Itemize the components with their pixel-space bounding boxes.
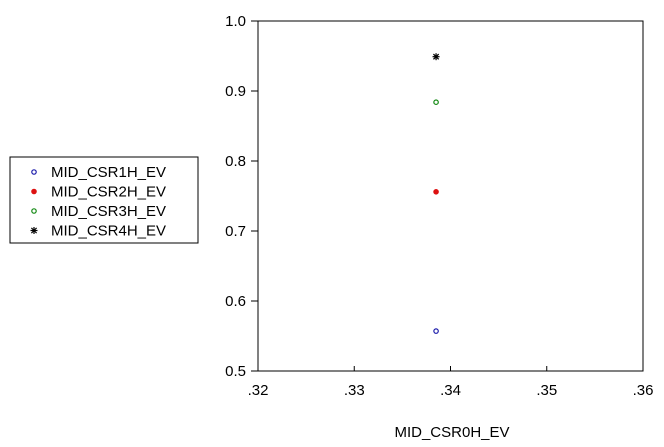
legend: MID_CSR1H_EV MID_CSR2H_EV MID_CSR3H_EV MID_…	[9, 156, 199, 244]
legend-label: MID_CSR3H_EV	[51, 203, 166, 220]
y-tick-label: 0.8	[225, 153, 246, 170]
x-axis: .32 .33 .34 .35 .36	[248, 366, 654, 399]
y-tick-label: 0.9	[225, 83, 246, 100]
plot-frame	[257, 20, 644, 372]
legend-marker	[31, 208, 37, 214]
y-tick-label: 0.6	[225, 293, 246, 310]
y-tick-label: 0.7	[225, 223, 246, 240]
data-point	[433, 328, 439, 334]
y-tick-label: 0.5	[225, 363, 246, 380]
legend-label: MID_CSR4H_EV	[51, 223, 166, 240]
legend-label: MID_CSR2H_EV	[51, 184, 166, 201]
x-tick-label: .32	[248, 382, 269, 399]
x-tick-label: .36	[633, 382, 654, 399]
y-axis: 0.5 0.6 0.7 0.8 0.9 1.0	[225, 13, 258, 380]
data-points	[432, 53, 440, 334]
x-tick-label: .33	[344, 382, 365, 399]
data-point	[432, 53, 440, 61]
data-point	[433, 99, 439, 106]
x-axis-title: MID_CSR0H_EV	[394, 424, 509, 441]
legend-marker	[31, 169, 37, 175]
legend-marker	[30, 227, 38, 234]
legend-marker	[31, 188, 37, 195]
y-tick-label: 1.0	[225, 13, 246, 30]
x-tick-label: .35	[536, 382, 557, 399]
data-point	[433, 189, 439, 195]
legend-box	[9, 156, 199, 244]
x-tick-label: .34	[440, 382, 461, 399]
legend-label: MID_CSR1H_EV	[51, 164, 166, 181]
